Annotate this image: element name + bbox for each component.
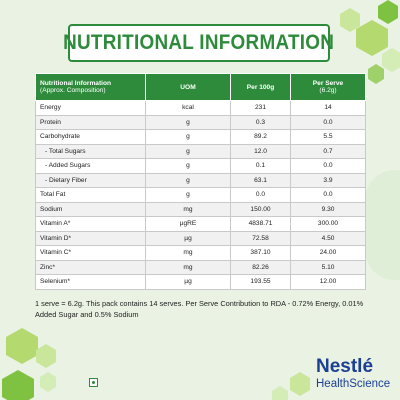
table-cell: 0.0 [230, 187, 291, 203]
title: NUTRITIONAL INFORMATION [63, 31, 335, 54]
table-cell: 5.10 [290, 259, 366, 275]
table-cell: g [145, 129, 231, 145]
table-cell: 387.10 [230, 245, 291, 261]
table-cell: 12.0 [230, 143, 291, 159]
table-row: Total Fat g 0.0 0.0 [35, 187, 366, 203]
table-cell: µgRE [145, 216, 231, 232]
table-cell: 0.7 [290, 143, 366, 159]
table-cell: Carbohydrate [35, 129, 146, 145]
header-subtext: (Approx. Composition) [40, 87, 106, 94]
hexagon [36, 344, 56, 368]
hexagon [382, 48, 400, 72]
table-cell: - Added Sugars [35, 158, 146, 174]
table-row: Selenium* µg 193.55 12.00 [35, 274, 366, 290]
table-cell: 82.26 [230, 259, 291, 275]
table-cell: Vitamin A* [35, 216, 146, 232]
table-row: Vitamin C* mg 387.10 24.00 [35, 245, 366, 261]
hexagon [272, 386, 288, 400]
hexagon [356, 20, 388, 56]
table-cell: 0.3 [230, 114, 291, 130]
veg-mark [89, 378, 98, 387]
table-cell: µg [145, 274, 231, 290]
table-cell: µg [145, 230, 231, 246]
column-header: Per Serve (6.2g) [290, 73, 366, 101]
table-cell: g [145, 187, 231, 203]
table-cell: Total Fat [35, 187, 146, 203]
hexagon [2, 370, 34, 400]
header-subtext: (6.2g) [319, 87, 337, 94]
table-cell: 72.58 [230, 230, 291, 246]
table-row: - Dietary Fiber g 63.1 3.9 [35, 172, 366, 188]
table-cell: 231 [230, 100, 291, 116]
table-cell: 0.0 [290, 114, 366, 130]
table-cell: 150.00 [230, 201, 291, 217]
table-row: - Total Sugars g 12.0 0.7 [35, 143, 366, 159]
header-text: Per Serve [312, 80, 344, 87]
brand-name: Nestlé [316, 356, 374, 377]
header-row: Nutritional Information (Approx. Composit… [35, 73, 366, 101]
table-row: Zinc* mg 82.26 5.10 [35, 259, 366, 275]
table-row: Sodium mg 150.00 9.30 [35, 201, 366, 217]
table-cell: Vitamin D* [35, 230, 146, 246]
brand-subtitle: HealthScience [316, 378, 391, 390]
table-cell: 300.00 [290, 216, 366, 232]
table-row: Protein g 0.3 0.0 [35, 114, 366, 130]
table-cell: 193.55 [230, 274, 291, 290]
table-row: Carbohydrate g 89.2 5.5 [35, 129, 366, 145]
footnote: 1 serve = 6.2g. This pack contains 14 se… [35, 299, 364, 319]
table-cell: Energy [35, 100, 146, 116]
table-cell: g [145, 158, 231, 174]
table-row: Vitamin A* µgRE 4838.71 300.00 [35, 216, 366, 232]
table-cell: - Dietary Fiber [35, 172, 146, 188]
table-row: Vitamin D* µg 72.58 4.50 [35, 230, 366, 246]
hexagon [6, 328, 38, 364]
table-cell: 5.5 [290, 129, 366, 145]
table-cell: g [145, 114, 231, 130]
table-cell: Vitamin C* [35, 245, 146, 261]
hexagon [368, 64, 384, 84]
hexagon [340, 8, 360, 32]
table-cell: 4838.71 [230, 216, 291, 232]
table-cell: - Total Sugars [35, 143, 146, 159]
table-cell: Sodium [35, 201, 146, 217]
table-cell: 9.30 [290, 201, 366, 217]
table-cell: g [145, 172, 231, 188]
hexagon [378, 0, 398, 24]
hexagon [40, 372, 56, 392]
table-cell: 63.1 [230, 172, 291, 188]
table-cell: 0.0 [290, 187, 366, 203]
background-shape [365, 170, 400, 280]
table-cell: mg [145, 259, 231, 275]
table-cell: 0.0 [290, 158, 366, 174]
table-cell: 24.00 [290, 245, 366, 261]
table-cell: 14 [290, 100, 366, 116]
table-cell: Selenium* [35, 274, 146, 290]
hexagon [290, 372, 310, 396]
table-row: Energy kcal 231 14 [35, 100, 366, 116]
table-cell: 0.1 [230, 158, 291, 174]
table-cell: mg [145, 245, 231, 261]
table-cell: Zinc* [35, 259, 146, 275]
table-cell: Protein [35, 114, 146, 130]
table-cell: mg [145, 201, 231, 217]
table-cell: g [145, 143, 231, 159]
table-cell: 89.2 [230, 129, 291, 145]
table-cell: kcal [145, 100, 231, 116]
column-header: Per 100g [230, 73, 291, 101]
table-cell: 4.50 [290, 230, 366, 246]
header-text: Nutritional Information [40, 80, 112, 87]
title-box: NUTRITIONAL INFORMATION [63, 24, 334, 62]
table-cell: 12.00 [290, 274, 366, 290]
table-cell: 3.9 [290, 172, 366, 188]
table-row: - Added Sugars g 0.1 0.0 [35, 158, 366, 174]
nutrition-table: Nutritional Information (Approx. Composit… [35, 73, 366, 290]
column-header: Nutritional Information (Approx. Composit… [35, 73, 146, 101]
table-body: Energy kcal 231 14 Protein g 0.3 0.0 Carbohydrat… [35, 100, 366, 290]
column-header: UOM [145, 73, 231, 101]
